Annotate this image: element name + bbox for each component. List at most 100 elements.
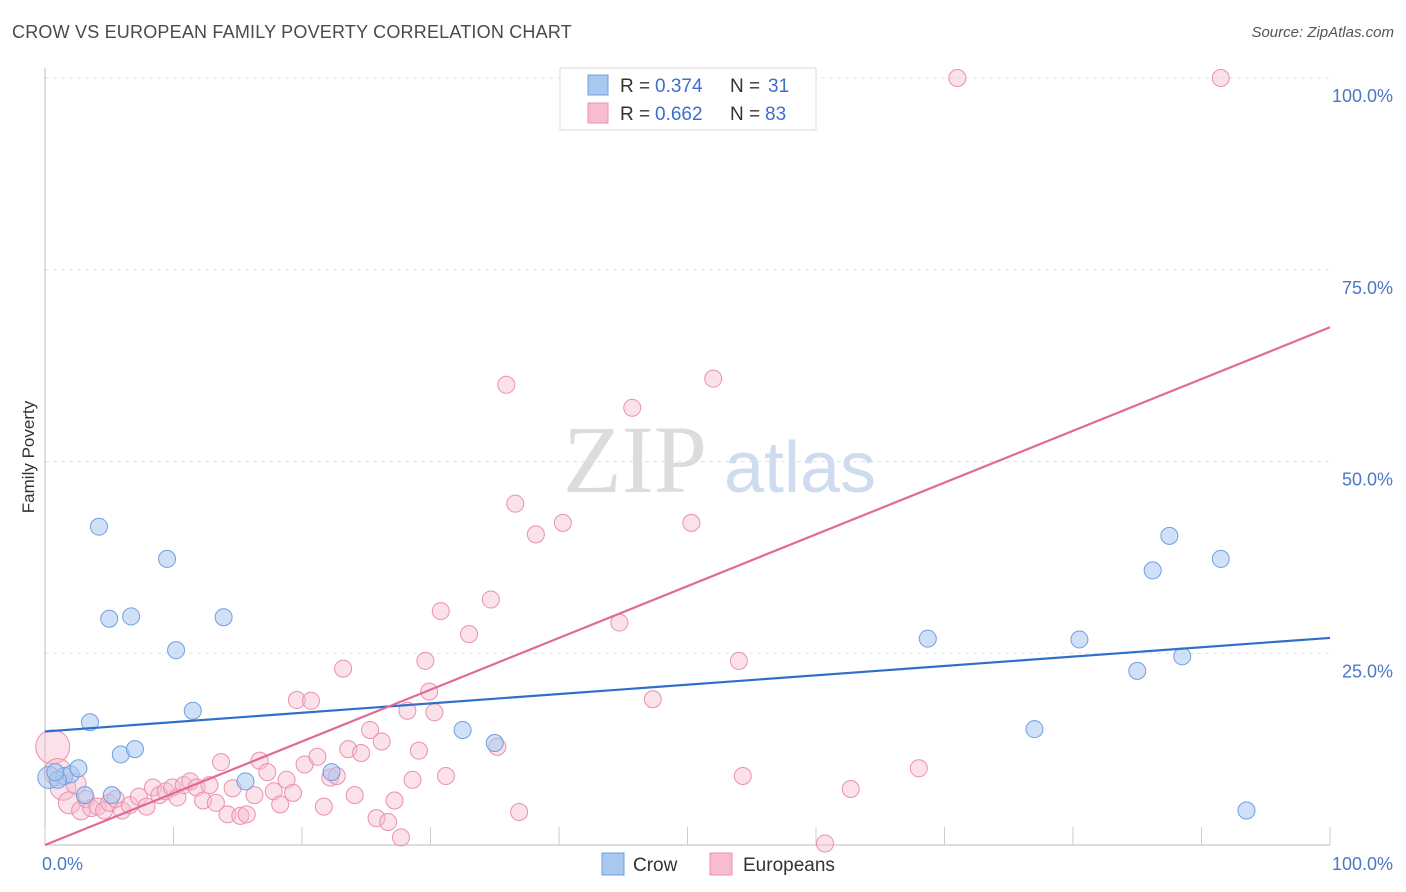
legend-bottom-crow-swatch [601,852,625,876]
europeans-point [948,69,967,87]
crow-point [75,786,94,805]
crow-point [322,763,341,782]
europeans-point [403,770,422,789]
crow-point [102,786,121,805]
legend-crow-n-value: 31 [768,76,789,97]
europeans-point [277,770,296,789]
europeans-point [372,732,391,751]
europeans-point [733,766,752,785]
europeans-point [623,398,642,417]
europeans-point [129,787,148,806]
europeans-point [682,513,701,532]
crow-point [453,720,472,739]
europeans-trend-line [44,326,1331,847]
europeans-point [258,763,277,782]
europeans-point [436,766,455,785]
europeans-point [245,786,264,805]
europeans-point [841,780,860,799]
legend-eur-n-label: N = [730,104,760,125]
y-tick-label: 25.0% [1342,661,1393,681]
europeans-point [264,782,283,801]
chart-source: Source: ZipAtlas.com [1251,24,1394,41]
europeans-point [352,743,371,762]
crow-point [1211,549,1230,568]
europeans-point [345,786,364,805]
europeans-point [409,741,428,760]
legend-bottom: Crow Europeans [601,852,835,876]
legend-eur-swatch [587,102,609,124]
watermark-zip: ZIP [563,406,707,513]
legend-crow-r-value: 0.374 [655,76,703,97]
crow-point [100,609,119,628]
legend-top: R = 0.374 N = 31 R = 0.662 N = 83 [559,67,817,131]
crow-point [89,517,108,536]
europeans-point [815,834,834,853]
crow-trend-line [44,636,1331,733]
crow-point [167,641,186,660]
crow-point [1070,630,1089,649]
europeans-point [460,625,479,644]
europeans-point [284,783,303,802]
crow-point [1237,801,1256,820]
crow-point [485,733,504,752]
europeans-point [231,806,250,825]
europeans-point [334,659,353,678]
x-tick-label: 100.0% [1332,854,1393,874]
europeans-point [271,795,290,814]
europeans-point [497,375,516,394]
crow-point [1173,647,1192,666]
legend-eur-r-label: R = [620,104,650,125]
europeans-point [553,513,572,532]
crow-point [1160,526,1179,545]
europeans-point [287,691,306,710]
x-tick-label: 0.0% [42,854,83,874]
axes [44,68,1331,846]
europeans-point [237,805,256,824]
europeans-point [425,703,444,722]
y-tick-labels: 25.0% 50.0% 75.0% 100.0% [1332,86,1393,681]
crow-point [80,713,99,732]
crow-point [1025,720,1044,739]
europeans-point [218,805,237,824]
europeans-point [416,651,435,670]
crow-points [37,517,1256,820]
y-tick-label: 75.0% [1342,278,1393,298]
europeans-point [704,369,723,388]
crow-point [69,759,88,778]
legend-bottom-eur-label: Europeans [743,855,835,876]
europeans-point [361,720,380,739]
crow-point [46,763,65,782]
crow-point [125,740,144,759]
europeans-point [35,729,71,765]
y-tick-label: 50.0% [1342,470,1393,490]
europeans-point [909,759,928,778]
crow-point [214,608,233,627]
trend-lines [44,326,1331,847]
crow-point [918,629,937,648]
grid-lines [45,77,1330,654]
crow-point [158,549,177,568]
crow-point [1128,661,1147,680]
crow-point [183,701,202,720]
europeans-point [1211,69,1230,87]
legend-crow-r-label: R = [620,76,650,97]
europeans-point [526,525,545,544]
legend-eur-r-value: 0.662 [655,104,703,125]
europeans-point [398,701,417,720]
y-axis-label: Family Poverty [19,400,38,513]
europeans-point [431,602,450,621]
europeans-point [481,590,500,609]
x-tick-labels: 0.0% 100.0% [42,854,1393,874]
europeans-point [314,797,333,816]
legend-bottom-eur-swatch [709,852,733,876]
europeans-point [206,793,225,812]
europeans-point [729,651,748,670]
europeans-point [385,791,404,810]
europeans-point [510,803,529,822]
crow-point [122,607,141,626]
europeans-point [308,747,327,766]
legend-bottom-crow-label: Crow [633,855,678,876]
legend-eur-n-value: 83 [765,104,786,125]
europeans-point [643,690,662,709]
